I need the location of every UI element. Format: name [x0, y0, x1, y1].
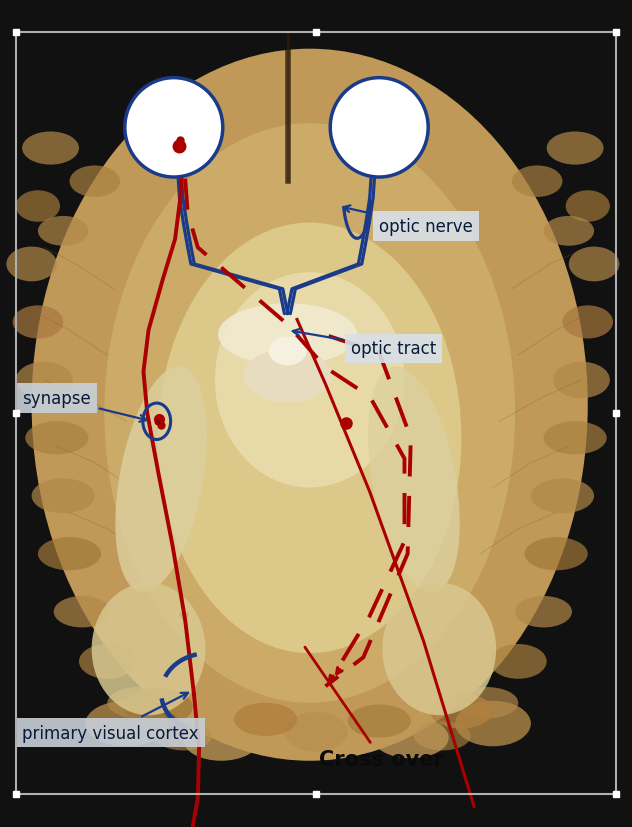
Ellipse shape — [348, 705, 411, 738]
Ellipse shape — [16, 362, 73, 399]
Ellipse shape — [373, 717, 449, 758]
Ellipse shape — [382, 583, 496, 715]
Ellipse shape — [531, 479, 594, 514]
Ellipse shape — [92, 583, 205, 715]
Ellipse shape — [54, 596, 111, 628]
Ellipse shape — [430, 694, 493, 729]
Ellipse shape — [16, 191, 60, 222]
Ellipse shape — [38, 217, 88, 246]
Ellipse shape — [368, 367, 459, 592]
Ellipse shape — [455, 687, 518, 719]
Ellipse shape — [155, 721, 212, 751]
Ellipse shape — [566, 191, 610, 222]
Ellipse shape — [32, 50, 588, 761]
Ellipse shape — [13, 306, 63, 339]
Ellipse shape — [544, 217, 594, 246]
Ellipse shape — [85, 701, 167, 746]
Ellipse shape — [215, 273, 404, 488]
Text: optic tract: optic tract — [293, 329, 436, 358]
Ellipse shape — [269, 337, 307, 366]
Text: synapse: synapse — [22, 390, 147, 422]
Ellipse shape — [38, 538, 101, 571]
Text: primary visual cortex: primary visual cortex — [22, 693, 198, 742]
Ellipse shape — [6, 247, 57, 282]
Ellipse shape — [455, 701, 531, 746]
Ellipse shape — [218, 304, 357, 366]
Text: Cross over: Cross over — [305, 648, 444, 769]
Ellipse shape — [116, 367, 207, 592]
Ellipse shape — [79, 644, 136, 679]
Text: optic nerve: optic nerve — [343, 206, 473, 236]
Ellipse shape — [512, 166, 562, 198]
Ellipse shape — [562, 306, 613, 339]
Ellipse shape — [330, 79, 428, 178]
Ellipse shape — [284, 712, 348, 752]
Ellipse shape — [22, 132, 79, 165]
Ellipse shape — [243, 349, 332, 403]
Ellipse shape — [125, 79, 222, 178]
Ellipse shape — [70, 166, 120, 198]
Ellipse shape — [158, 223, 461, 653]
Ellipse shape — [107, 687, 171, 719]
Ellipse shape — [544, 422, 607, 455]
Ellipse shape — [414, 721, 471, 751]
Ellipse shape — [490, 644, 547, 679]
Ellipse shape — [104, 124, 515, 703]
Ellipse shape — [569, 247, 619, 282]
Ellipse shape — [553, 362, 610, 399]
Ellipse shape — [32, 479, 95, 514]
Ellipse shape — [515, 596, 572, 628]
Ellipse shape — [123, 688, 193, 726]
Ellipse shape — [234, 703, 297, 736]
Ellipse shape — [525, 538, 588, 571]
Ellipse shape — [547, 132, 604, 165]
Ellipse shape — [183, 719, 259, 761]
Ellipse shape — [25, 422, 88, 455]
